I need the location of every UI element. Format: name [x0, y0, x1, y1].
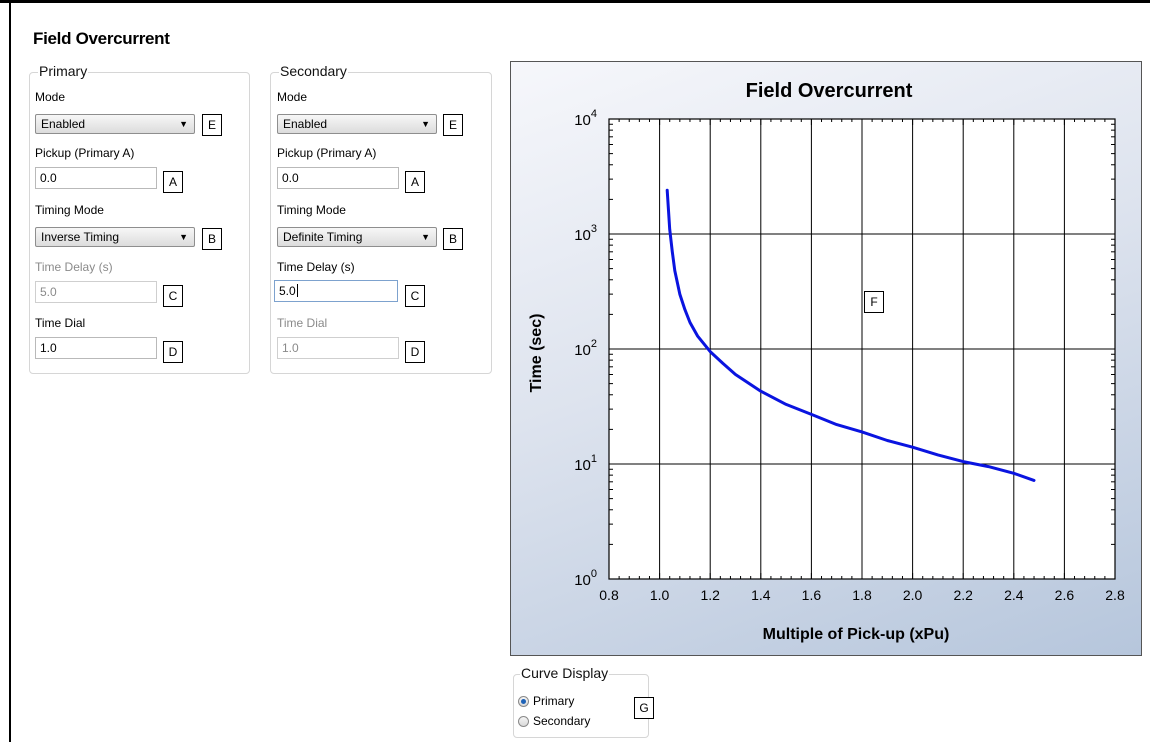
chart-x-axis-label: Multiple of Pick-up (xPu)	[763, 626, 950, 643]
primary-time-dial-value: 1.0	[40, 341, 57, 355]
window-top-border	[0, 0, 1150, 3]
tag-c-secondary: C	[405, 285, 425, 307]
primary-mode-label: Mode	[35, 90, 66, 104]
tag-a-secondary: A	[405, 171, 425, 193]
radio-icon	[518, 696, 529, 707]
secondary-mode-select[interactable]: Enabled ▼	[277, 114, 437, 134]
primary-timing-mode-value: Inverse Timing	[41, 230, 120, 244]
curve-display-group: Curve Display	[513, 665, 649, 738]
text-caret	[296, 284, 298, 297]
secondary-time-delay-input[interactable]: 5.0	[274, 280, 398, 302]
series-line-0	[665, 188, 1036, 482]
y-tick-label: 100	[574, 568, 597, 589]
x-tick-label: 2.0	[903, 587, 923, 603]
secondary-time-delay-label: Time Delay (s)	[277, 260, 355, 274]
x-tick-label: 2.6	[1055, 587, 1075, 603]
x-tick-label: 0.8	[599, 587, 619, 603]
primary-mode-select[interactable]: Enabled ▼	[35, 114, 195, 134]
primary-time-delay-value: 5.0	[40, 285, 57, 299]
tag-e-secondary: E	[443, 114, 463, 136]
tag-d-secondary: D	[405, 341, 425, 363]
secondary-mode-value: Enabled	[283, 117, 328, 131]
chevron-down-icon: ▼	[421, 232, 430, 242]
curve-display-legend: Curve Display	[520, 665, 610, 681]
y-tick-label: 102	[574, 338, 597, 359]
field-overcurrent-chart: Field Overcurrent Time (sec) Multiple of…	[528, 80, 1125, 643]
tag-c-primary: C	[163, 285, 183, 307]
x-tick-label: 1.0	[650, 587, 670, 603]
tag-b-secondary: B	[443, 228, 463, 250]
primary-group-legend: Primary	[38, 63, 89, 79]
chevron-down-icon: ▼	[421, 119, 430, 129]
tag-f: F	[864, 291, 884, 313]
tag-d-primary: D	[163, 341, 183, 363]
chart-title: Field Overcurrent	[746, 80, 913, 102]
secondary-pickup-label: Pickup (Primary A)	[277, 146, 377, 160]
secondary-pickup-value: 0.0	[282, 171, 299, 185]
secondary-timing-mode-select[interactable]: Definite Timing ▼	[277, 227, 437, 247]
y-tick-label: 104	[574, 108, 597, 129]
radio-icon	[518, 716, 529, 727]
x-tick-label: 2.2	[953, 587, 973, 603]
secondary-timing-mode-label: Timing Mode	[277, 203, 346, 217]
secondary-pickup-input[interactable]: 0.0	[277, 167, 399, 189]
secondary-time-delay-value: 5.0	[279, 284, 296, 298]
tag-a-primary: A	[163, 171, 183, 193]
x-tick-label: 1.6	[802, 587, 822, 603]
tag-e-primary: E	[202, 114, 222, 136]
y-tick-label: 101	[574, 453, 597, 474]
primary-time-delay-input[interactable]: 5.0	[35, 281, 157, 303]
radio-secondary-label: Secondary	[533, 714, 591, 728]
primary-timing-mode-select[interactable]: Inverse Timing ▼	[35, 227, 195, 247]
secondary-group-legend: Secondary	[279, 63, 348, 79]
chevron-down-icon: ▼	[179, 232, 188, 242]
plot-area: 0.8 1.0 1.2 1.4 1.6 1.8 2.0 2.2 2.4 2.6 2.8 100 101 1…	[574, 108, 1125, 603]
radio-primary[interactable]: Primary	[518, 693, 574, 709]
primary-time-dial-label: Time Dial	[35, 316, 86, 330]
page-title: Field Overcurrent	[33, 29, 170, 48]
secondary-time-dial-input[interactable]: 1.0	[277, 337, 399, 359]
chart-panel: Field Overcurrent Time (sec) Multiple of…	[510, 61, 1142, 656]
primary-pickup-value: 0.0	[40, 171, 57, 185]
y-tick-label: 103	[574, 223, 597, 244]
primary-pickup-label: Pickup (Primary A)	[35, 146, 135, 160]
chevron-down-icon: ▼	[179, 119, 188, 129]
x-tick-label: 1.8	[852, 587, 872, 603]
x-tick-label: 1.2	[700, 587, 720, 603]
chart-y-axis-label: Time (sec)	[528, 314, 545, 393]
x-tick-label: 2.8	[1105, 587, 1125, 603]
primary-pickup-input[interactable]: 0.0	[35, 167, 157, 189]
tag-g: G	[634, 697, 654, 719]
primary-mode-value: Enabled	[41, 117, 86, 131]
primary-timing-mode-label: Timing Mode	[35, 203, 104, 217]
tag-b-primary: B	[202, 228, 222, 250]
radio-primary-label: Primary	[533, 694, 575, 708]
primary-time-delay-label: Time Delay (s)	[35, 260, 113, 274]
secondary-time-dial-value: 1.0	[282, 341, 299, 355]
window-left-border	[9, 0, 11, 742]
secondary-mode-label: Mode	[277, 90, 308, 104]
secondary-timing-mode-value: Definite Timing	[283, 230, 363, 244]
secondary-time-dial-label: Time Dial	[277, 316, 328, 330]
radio-secondary[interactable]: Secondary	[518, 713, 590, 729]
x-tick-label: 2.4	[1004, 587, 1024, 603]
x-tick-label: 1.4	[751, 587, 771, 603]
primary-time-dial-input[interactable]: 1.0	[35, 337, 157, 359]
